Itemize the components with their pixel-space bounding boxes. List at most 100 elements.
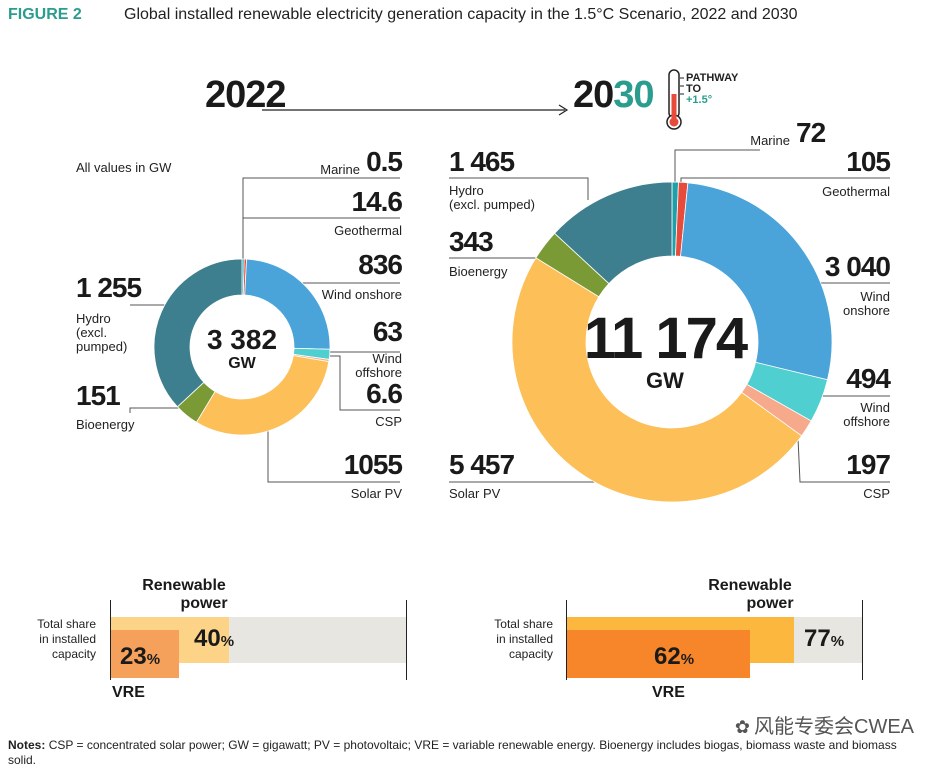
donut-2030-hole — [586, 256, 758, 428]
pathway-label: PATHWAY TO +1.5° — [686, 73, 738, 106]
donut-2022-center: 3 382 GW — [196, 325, 288, 373]
label-2022-hydro: Hydro (excl. pumped) — [76, 312, 127, 354]
bar-2022-title-b: power — [180, 595, 228, 612]
label-2022-hydro-b: (excl. — [76, 325, 108, 340]
bar-2030-title-b: power — [746, 595, 794, 612]
label-2030-marine: Marine — [750, 133, 790, 148]
notes-label: Notes: — [8, 738, 46, 752]
bar-2030-vre-label: VRE — [652, 684, 685, 701]
label-2022-hydro-c: pumped) — [76, 339, 128, 354]
label-2030-solar-pv: Solar PV — [449, 486, 501, 501]
pathway-line3: +1.5° — [686, 94, 713, 106]
label-2030-hydro: Hydro (excl. pumped) — [449, 184, 535, 212]
label-2022-wind-offshore-a: Wind — [372, 351, 402, 366]
bar-2030-right-axis — [862, 600, 863, 680]
label-2022-solar-pv: Solar PV — [350, 486, 402, 501]
bar-2022-title: Renewable power — [124, 577, 244, 613]
pathway-line1: PATHWAY — [686, 72, 739, 84]
label-2030-wind-onshore-b: onshore — [843, 303, 890, 318]
chat-icon: ✿ — [734, 717, 750, 737]
bar-2022-renewable-pct-sign: % — [220, 633, 235, 650]
bar-2030-vre-pct: 62% — [654, 643, 694, 671]
value-2022-marine: 0.5 — [366, 146, 403, 177]
donut-2022-unit: GW — [228, 355, 256, 372]
leader-line — [674, 149, 760, 182]
value-2030-hydro: 1 465 — [449, 146, 515, 177]
label-2030-wind-onshore-a: Wind — [860, 289, 890, 304]
leader-line — [797, 437, 890, 483]
label-2022-wind-offshore-b: offshore — [355, 365, 402, 380]
label-2022-csp: CSP — [375, 414, 402, 429]
label-2030-wind-offshore-b: offshore — [843, 414, 890, 429]
bar-2030-row-label-a: Total share — [494, 617, 553, 631]
value-2030-wind-offshore: 494 — [846, 363, 891, 394]
label-2030-hydro-b: (excl. pumped) — [449, 197, 535, 212]
bar-2030-vre-pct-value: 62 — [654, 643, 681, 670]
value-2022-wind-offshore: 63 — [372, 316, 403, 347]
year-2030-label: 2030 — [573, 74, 655, 117]
bar-2030-vre-pct-sign: % — [680, 651, 695, 668]
leader-line — [449, 177, 589, 200]
bar-2022-renewable-pct-value: 40 — [194, 625, 221, 652]
leader-line — [242, 177, 400, 260]
figure-title: Global installed renewable electricity g… — [124, 6, 798, 23]
value-2022-bioenergy: 151 — [76, 380, 121, 411]
value-2030-marine: 72 — [796, 117, 826, 148]
bar-2022-vre-pct: 23% — [120, 643, 160, 671]
value-2030-csp: 197 — [846, 449, 891, 480]
watermark: ✿ 风能专委会CWEA — [735, 710, 914, 739]
bar-2022-row-label-a: Total share — [37, 617, 96, 631]
label-2030-geothermal: Geothermal — [822, 184, 890, 199]
label-2022-geothermal: Geothermal — [334, 223, 402, 238]
leader-line — [267, 430, 400, 483]
donut-2030-unit: GW — [646, 368, 684, 393]
bar-2022-title-a: Renewable — [142, 577, 226, 594]
watermark-text: 风能专委会CWEA — [754, 716, 914, 738]
leader-line — [129, 407, 190, 413]
bar-2022-renewable-pct: 40% — [194, 625, 234, 653]
donut-2030-center: 11 174 GW — [580, 308, 750, 392]
label-2030-wind-offshore-a: Wind — [860, 400, 890, 415]
donut-2030-total: 11 174 — [583, 306, 748, 371]
bar-2030-renewable-pct-value: 77 — [804, 625, 831, 652]
label-2022-hydro-a: Hydro — [76, 311, 111, 326]
bar-2022-row-label-c: capacity — [51, 647, 96, 661]
bar-2022-vre-label: VRE — [112, 684, 145, 701]
label-2022-wind-offshore: Wind offshore — [330, 352, 402, 380]
notes: Notes: CSP = concentrated solar power; G… — [8, 738, 908, 768]
bar-2022-row-label: Total share in installed capacity — [8, 617, 96, 662]
bar-2022-right-axis — [406, 600, 407, 680]
label-2022-wind-onshore: Wind onshore — [321, 287, 402, 302]
bar-2030-row-label-c: capacity — [508, 647, 553, 661]
units-note: All values in GW — [76, 160, 172, 175]
bar-2030-renewable-pct: 77% — [804, 625, 844, 653]
value-2030-wind-onshore: 3 040 — [824, 251, 891, 282]
bar-2030-renewable-pct-sign: % — [830, 633, 845, 650]
bar-2030-title: Renewable power — [690, 577, 810, 613]
label-2022-marine: Marine — [320, 162, 360, 177]
pathway-line2: TO — [686, 83, 702, 95]
year-2030-part-a: 20 — [573, 74, 614, 116]
figure-label: FIGURE 2 — [8, 6, 82, 23]
value-2022-solar-pv: 1055 — [343, 449, 403, 480]
bar-2022-vre — [111, 630, 179, 678]
bar-2030-title-a: Renewable — [708, 577, 792, 594]
year-arrow — [262, 104, 569, 116]
bar-2022-row-label-b: in installed — [39, 632, 96, 646]
bar-2022-left-axis — [110, 600, 111, 680]
donut-2022-hole — [190, 295, 294, 399]
label-2030-wind-onshore: Wind onshore — [820, 290, 890, 318]
donut-2022-total: 3 382 — [206, 324, 278, 355]
bar-2030-vre — [567, 630, 750, 678]
bar-2030-row-label: Total share in installed capacity — [465, 617, 553, 662]
value-2022-geothermal: 14.6 — [351, 186, 404, 217]
bar-2030-row-label-b: in installed — [496, 632, 553, 646]
value-2030-solar-pv: 5 457 — [449, 449, 515, 480]
label-2030-hydro-a: Hydro — [449, 183, 484, 198]
bar-2022-vre-pct-value: 23 — [120, 643, 147, 670]
label-2030-csp: CSP — [863, 486, 890, 501]
leader-line — [680, 177, 890, 182]
year-2030-part-b: 30 — [613, 74, 654, 116]
label-2030-bioenergy: Bioenergy — [449, 264, 508, 279]
